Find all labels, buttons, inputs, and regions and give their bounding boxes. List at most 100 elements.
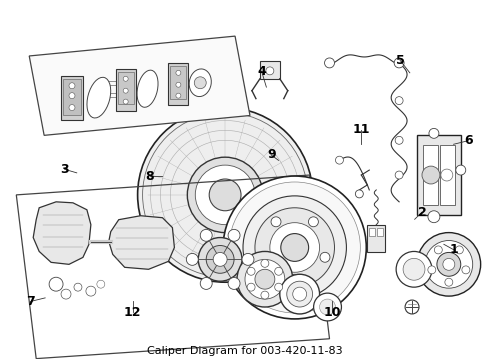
Circle shape <box>227 229 240 241</box>
Circle shape <box>335 156 343 164</box>
Bar <box>376 228 383 235</box>
Circle shape <box>324 58 334 68</box>
Circle shape <box>200 229 212 241</box>
Circle shape <box>194 77 206 89</box>
Circle shape <box>142 113 307 277</box>
Bar <box>260 61 279 79</box>
Circle shape <box>395 251 431 287</box>
Circle shape <box>261 260 268 267</box>
Text: 9: 9 <box>266 148 275 162</box>
Bar <box>439 145 454 205</box>
Bar <box>116 69 135 111</box>
Circle shape <box>442 258 454 270</box>
Circle shape <box>176 82 181 87</box>
Circle shape <box>49 277 63 291</box>
Circle shape <box>313 293 341 321</box>
Circle shape <box>274 283 282 291</box>
Bar <box>416 135 460 215</box>
Circle shape <box>242 253 253 265</box>
Circle shape <box>246 283 255 291</box>
Circle shape <box>228 182 360 313</box>
Bar <box>63 79 81 114</box>
Circle shape <box>402 258 424 280</box>
Circle shape <box>280 234 308 261</box>
Bar <box>368 228 374 235</box>
Circle shape <box>355 190 363 198</box>
Circle shape <box>436 252 460 276</box>
Circle shape <box>243 196 346 299</box>
Circle shape <box>213 252 226 266</box>
Circle shape <box>269 223 319 272</box>
Bar <box>61 76 83 121</box>
Circle shape <box>123 88 128 93</box>
Ellipse shape <box>189 69 211 96</box>
Circle shape <box>195 165 254 225</box>
Text: 5: 5 <box>395 54 404 67</box>
Circle shape <box>261 291 268 299</box>
Circle shape <box>428 129 438 138</box>
Circle shape <box>421 166 439 184</box>
Circle shape <box>394 136 402 144</box>
Circle shape <box>227 278 240 289</box>
Circle shape <box>393 58 403 68</box>
Circle shape <box>137 108 312 282</box>
Circle shape <box>289 274 299 284</box>
Circle shape <box>286 281 312 307</box>
Text: 12: 12 <box>123 306 141 319</box>
Circle shape <box>198 238 242 281</box>
Text: 1: 1 <box>448 243 457 256</box>
Circle shape <box>279 274 319 314</box>
Circle shape <box>86 286 96 296</box>
Circle shape <box>254 208 334 287</box>
Circle shape <box>246 267 255 275</box>
Circle shape <box>427 211 439 223</box>
Text: Caliper Diagram for 003-420-11-83: Caliper Diagram for 003-420-11-83 <box>146 346 342 356</box>
Bar <box>170 66 186 99</box>
Circle shape <box>455 165 465 175</box>
Polygon shape <box>108 216 174 269</box>
Circle shape <box>433 246 441 254</box>
Bar <box>366 225 385 252</box>
Circle shape <box>254 269 274 289</box>
Circle shape <box>259 252 269 262</box>
Circle shape <box>69 93 75 99</box>
Circle shape <box>394 171 402 179</box>
Circle shape <box>444 278 452 286</box>
Bar <box>422 145 437 205</box>
Circle shape <box>186 253 198 265</box>
Circle shape <box>244 260 284 299</box>
Circle shape <box>292 287 306 301</box>
Text: 8: 8 <box>145 170 154 183</box>
Circle shape <box>200 278 212 289</box>
Circle shape <box>61 289 71 299</box>
Circle shape <box>69 83 75 89</box>
Circle shape <box>394 96 402 105</box>
Circle shape <box>176 93 181 98</box>
Circle shape <box>206 246 234 273</box>
Polygon shape <box>33 202 91 264</box>
Circle shape <box>97 280 104 288</box>
Polygon shape <box>29 36 249 135</box>
Circle shape <box>404 300 418 314</box>
Circle shape <box>440 169 452 181</box>
Circle shape <box>454 246 463 254</box>
Circle shape <box>123 99 128 104</box>
Circle shape <box>187 157 263 233</box>
Text: 10: 10 <box>323 306 340 319</box>
Bar <box>168 63 188 105</box>
Circle shape <box>176 70 181 75</box>
Text: 3: 3 <box>60 163 69 176</box>
Circle shape <box>319 299 335 315</box>
Text: 7: 7 <box>26 295 35 308</box>
Circle shape <box>319 252 329 262</box>
Circle shape <box>123 76 128 81</box>
Text: 11: 11 <box>352 123 369 136</box>
Ellipse shape <box>137 70 158 107</box>
Bar <box>118 72 133 104</box>
Text: 4: 4 <box>257 64 265 77</box>
Circle shape <box>270 217 281 227</box>
Circle shape <box>69 105 75 111</box>
Text: 6: 6 <box>463 134 471 147</box>
Circle shape <box>308 217 318 227</box>
Circle shape <box>427 266 435 274</box>
